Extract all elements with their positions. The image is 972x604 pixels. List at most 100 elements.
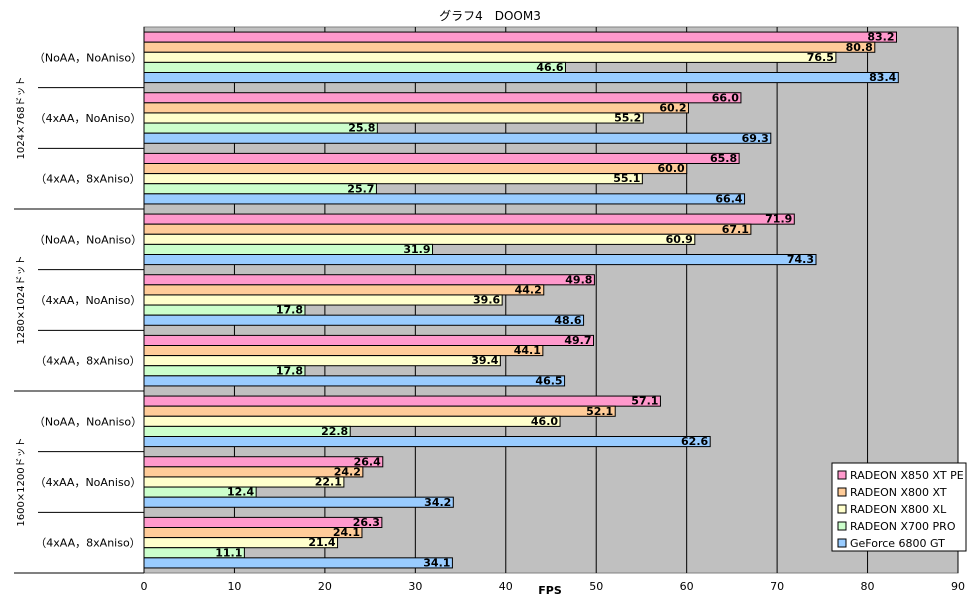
bar: [143, 294, 503, 306]
data-label: 17.8: [276, 364, 303, 377]
bar: [143, 243, 434, 255]
bar: [143, 436, 711, 448]
legend-entry: GeForce 6800 GT: [850, 537, 945, 550]
plot-area: 0 10 20 30 40 50 60 70 80 90 83.280.8 76.5 46.6 83.4 6…: [141, 26, 965, 593]
data-label: 60.0: [658, 162, 685, 175]
data-label: 46.0: [531, 415, 558, 428]
data-label: 74.3: [787, 253, 814, 266]
category-label: （4xAA，8xAniso）: [35, 173, 140, 186]
x-tick-label: 10: [227, 580, 241, 593]
x-tick-label: 20: [318, 580, 332, 593]
group-label: 1600×1200ドット: [16, 437, 27, 526]
data-label: 55.1: [613, 172, 640, 185]
legend: RADEON X850 XT PE RADEON X800 XT RADEON X8…: [831, 462, 967, 552]
data-label: 66.4: [715, 192, 742, 205]
data-label: 65.8: [710, 152, 737, 165]
bar: [143, 395, 661, 407]
category-label: （NoAA，NoAniso）: [34, 233, 142, 246]
legend-swatch: [837, 470, 847, 480]
bar: [143, 112, 644, 124]
category-label: （4xAA，8xAniso）: [35, 537, 140, 550]
legend-entry: RADEON X850 XT PE: [850, 469, 964, 482]
data-label: 21.4: [308, 536, 335, 549]
data-label: 26.3: [353, 516, 380, 529]
data-label: 66.0: [712, 91, 739, 104]
data-label: 80.8: [846, 41, 873, 54]
data-label: 44.1: [514, 344, 541, 357]
bar: [143, 122, 378, 134]
data-label: 69.3: [742, 132, 769, 145]
category-labels: 1024×768ドット （NoAA，NoAniso） （4xAA，NoAniso） （…: [14, 27, 145, 574]
bar: [143, 61, 566, 73]
bar: [143, 173, 643, 185]
data-label: 67.1: [722, 223, 749, 236]
data-label: 34.1: [423, 556, 450, 569]
bar: [143, 31, 897, 43]
legend-entry: RADEON X800 XL: [850, 503, 947, 516]
data-label: 39.6: [473, 294, 500, 307]
legend-swatch: [837, 504, 847, 514]
data-label: 46.6: [536, 61, 563, 74]
data-label: 24.2: [334, 465, 361, 478]
bar: [143, 41, 876, 53]
bar: [143, 163, 688, 175]
data-label: 25.7: [347, 182, 374, 195]
x-tick-label: 60: [680, 580, 694, 593]
x-tick-label: 50: [589, 580, 603, 593]
legend-swatch: [837, 521, 847, 531]
data-label: 57.1: [631, 395, 658, 408]
data-label: 48.6: [554, 314, 581, 327]
x-tick-label: 40: [499, 580, 513, 593]
bar: [143, 425, 351, 437]
bar: [143, 193, 746, 205]
x-tick-label: 30: [408, 580, 422, 593]
bar: [143, 102, 689, 114]
x-tick-label: 90: [951, 580, 965, 593]
chart-title: グラフ4 DOOM3: [439, 9, 541, 23]
data-label: 22.8: [321, 425, 348, 438]
data-label: 60.9: [666, 233, 693, 246]
data-label: 55.2: [614, 112, 641, 125]
data-label: 34.2: [424, 496, 451, 509]
data-label: 11.1: [215, 546, 242, 559]
bar: [143, 223, 752, 235]
legend-box: [831, 462, 967, 552]
data-label: 22.1: [315, 476, 342, 489]
data-label: 60.2: [659, 101, 686, 114]
data-label: 26.4: [354, 455, 381, 468]
data-label: 83.4: [869, 71, 896, 84]
data-label: 31.9: [403, 243, 430, 256]
legend-swatch: [837, 487, 847, 497]
category-label: （4xAA，NoAniso）: [35, 112, 142, 125]
legend-entry: RADEON X700 PRO: [850, 520, 956, 533]
bar: [143, 314, 585, 326]
data-label: 71.9: [765, 213, 792, 226]
bar: [143, 152, 740, 164]
group-label: 1024×768ドット: [16, 77, 27, 160]
data-label: 46.5: [535, 374, 562, 387]
bar: [143, 254, 817, 266]
category-label: （NoAA，NoAniso）: [34, 415, 142, 428]
category-label: （4xAA，NoAniso）: [35, 294, 142, 307]
data-label: 12.4: [227, 486, 254, 499]
bar: [143, 72, 899, 84]
data-label: 39.4: [471, 354, 498, 367]
bar: [143, 51, 837, 63]
data-label: 52.1: [586, 405, 613, 418]
category-label: （NoAA，NoAniso）: [34, 51, 142, 64]
data-label: 17.8: [276, 304, 303, 317]
data-label: 49.7: [564, 334, 591, 347]
bar: [143, 92, 742, 104]
bar: [143, 213, 795, 225]
bar: [143, 496, 454, 508]
bar: [143, 183, 377, 195]
x-axis-label: FPS: [538, 584, 562, 597]
bar: [143, 132, 772, 144]
data-label: 76.5: [807, 51, 834, 64]
legend-entry: RADEON X800 XT: [850, 486, 947, 499]
bar: [143, 557, 453, 569]
bar: [143, 415, 561, 427]
data-label: 62.6: [681, 435, 708, 448]
